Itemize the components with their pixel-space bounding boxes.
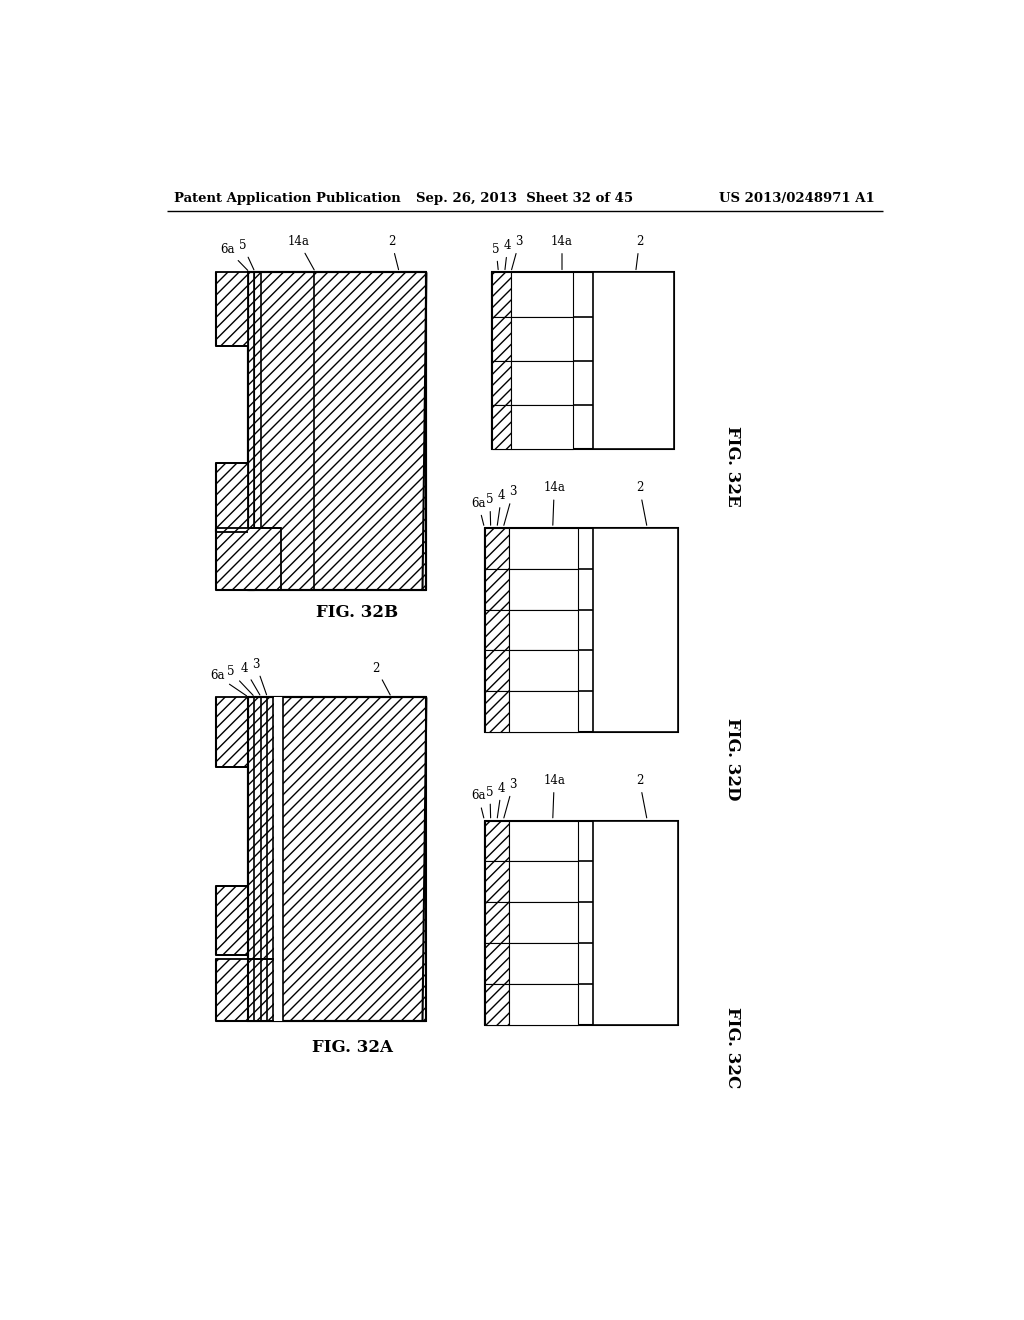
Text: 3: 3 xyxy=(512,235,523,269)
Text: 2: 2 xyxy=(636,235,643,269)
Text: 6a: 6a xyxy=(210,669,247,696)
Bar xyxy=(484,903,509,942)
Bar xyxy=(273,697,283,1020)
Bar xyxy=(484,528,678,733)
Text: 14a: 14a xyxy=(288,235,314,269)
Bar xyxy=(493,405,511,449)
Text: 3: 3 xyxy=(252,657,266,694)
Text: 3: 3 xyxy=(504,486,517,525)
Text: 4: 4 xyxy=(498,781,505,818)
Text: 2: 2 xyxy=(636,774,647,818)
Bar xyxy=(216,886,248,956)
Bar xyxy=(216,462,248,532)
Bar xyxy=(484,821,509,862)
Bar xyxy=(484,862,509,903)
Text: FIG. 32B: FIG. 32B xyxy=(315,605,397,622)
Bar xyxy=(248,272,254,590)
Bar xyxy=(509,903,578,942)
Bar xyxy=(216,960,281,1020)
Bar xyxy=(509,692,578,733)
Text: 5: 5 xyxy=(486,785,494,818)
Bar xyxy=(593,272,675,449)
Bar xyxy=(493,360,511,405)
Text: FIG. 32D: FIG. 32D xyxy=(724,718,741,800)
Text: 3: 3 xyxy=(504,777,517,818)
Bar xyxy=(511,405,572,449)
Text: 6a: 6a xyxy=(471,789,485,818)
Bar xyxy=(484,528,509,569)
Bar xyxy=(593,821,678,1024)
Bar xyxy=(509,610,578,651)
Text: 6a: 6a xyxy=(220,243,248,271)
Bar xyxy=(248,697,426,1020)
Text: 14a: 14a xyxy=(544,774,565,818)
Text: Sep. 26, 2013  Sheet 32 of 45: Sep. 26, 2013 Sheet 32 of 45 xyxy=(416,191,634,205)
Bar xyxy=(509,651,578,692)
Text: 5: 5 xyxy=(239,239,254,269)
Bar xyxy=(509,821,578,862)
Bar xyxy=(511,317,572,360)
Bar xyxy=(493,272,511,317)
Text: US 2013/0248971 A1: US 2013/0248971 A1 xyxy=(719,191,876,205)
Text: 6a: 6a xyxy=(471,496,485,525)
Text: 14a: 14a xyxy=(551,235,573,269)
Text: 4: 4 xyxy=(504,239,512,269)
Bar xyxy=(216,697,248,767)
Bar xyxy=(509,569,578,610)
Bar xyxy=(484,692,509,733)
Text: FIG. 32E: FIG. 32E xyxy=(724,426,741,507)
Bar xyxy=(216,528,281,590)
Text: FIG. 32A: FIG. 32A xyxy=(312,1039,393,1056)
Text: FIG. 32C: FIG. 32C xyxy=(724,1007,741,1089)
Bar xyxy=(484,569,509,610)
Text: 5: 5 xyxy=(493,243,500,269)
Text: 5: 5 xyxy=(486,492,494,525)
Bar xyxy=(484,610,509,651)
Bar xyxy=(509,942,578,983)
Text: 5: 5 xyxy=(227,665,253,696)
Text: 14a: 14a xyxy=(544,482,565,525)
Bar xyxy=(484,651,509,692)
Text: 4: 4 xyxy=(498,490,505,525)
Bar xyxy=(511,272,572,317)
Text: Patent Application Publication: Patent Application Publication xyxy=(174,191,401,205)
Text: 2: 2 xyxy=(388,235,398,269)
Bar xyxy=(216,272,248,346)
Text: 2: 2 xyxy=(373,661,390,694)
Bar xyxy=(509,862,578,903)
Bar xyxy=(248,272,426,590)
Bar xyxy=(493,317,511,360)
Bar xyxy=(511,360,572,405)
Bar xyxy=(593,528,678,733)
Bar xyxy=(484,942,509,983)
Text: 4: 4 xyxy=(241,661,260,696)
Bar xyxy=(509,983,578,1024)
Text: 2: 2 xyxy=(636,482,647,525)
Bar xyxy=(493,272,675,449)
Bar xyxy=(484,821,678,1024)
Bar xyxy=(484,983,509,1024)
Bar xyxy=(509,528,578,569)
